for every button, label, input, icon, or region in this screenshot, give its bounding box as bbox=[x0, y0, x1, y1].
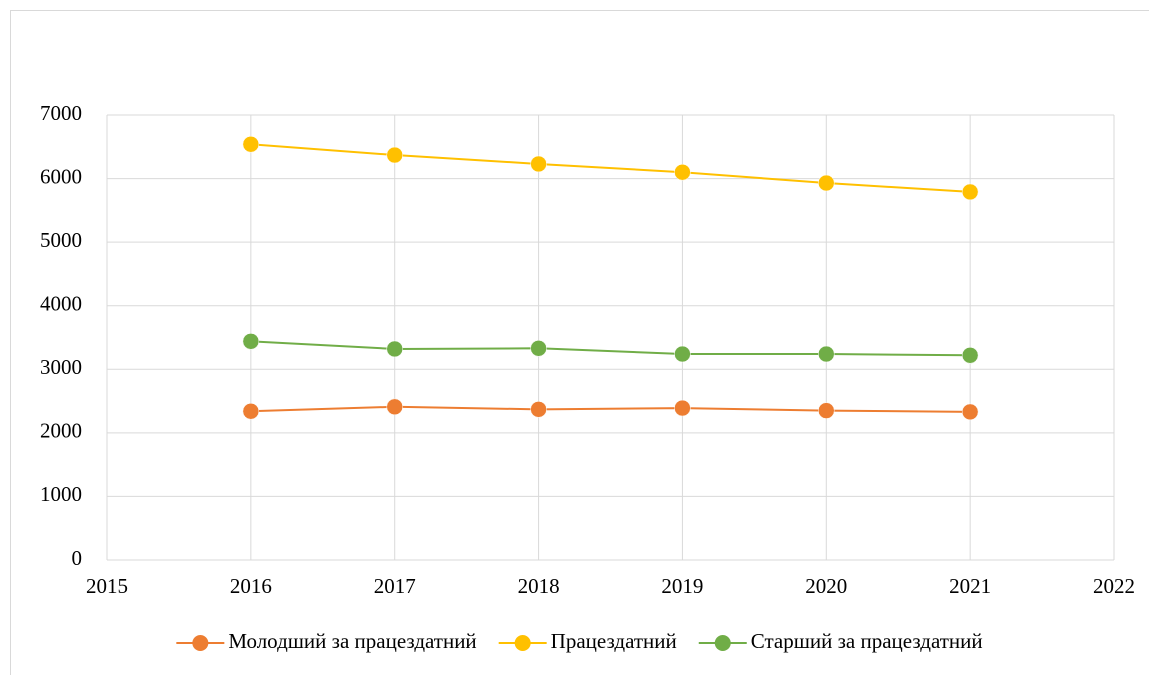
data-point bbox=[386, 398, 403, 416]
x-tick-label: 2016 bbox=[230, 574, 272, 598]
legend-marker bbox=[192, 635, 209, 651]
data-point bbox=[674, 345, 691, 363]
series-line bbox=[250, 340, 971, 357]
data-point bbox=[818, 402, 835, 419]
x-tick-label: 2020 bbox=[805, 574, 847, 598]
data-point bbox=[530, 401, 547, 418]
legend-marker bbox=[714, 635, 731, 651]
data-point bbox=[818, 345, 835, 363]
legend-label: Молодший за працездатний bbox=[228, 629, 476, 653]
x-tick-label: 2017 bbox=[374, 574, 416, 598]
y-tick-label: 3000 bbox=[40, 355, 82, 379]
data-point bbox=[530, 340, 547, 357]
data-point bbox=[818, 174, 835, 192]
x-tick-label: 2021 bbox=[949, 574, 991, 598]
legend-label: Старший за працездатний bbox=[751, 629, 983, 653]
x-tick-label: 2018 bbox=[518, 574, 560, 598]
chart-frame bbox=[10, 10, 1149, 675]
legend-label: Працездатний bbox=[551, 629, 677, 653]
series-line bbox=[250, 405, 971, 413]
y-tick-label: 5000 bbox=[40, 228, 82, 252]
y-tick-label: 4000 bbox=[40, 292, 82, 316]
data-point bbox=[961, 403, 979, 421]
data-point bbox=[674, 399, 691, 417]
y-tick-label: 1000 bbox=[40, 482, 82, 506]
data-point bbox=[242, 402, 260, 420]
y-tick-label: 6000 bbox=[40, 164, 82, 188]
data-point bbox=[961, 347, 979, 364]
data-point bbox=[530, 155, 547, 173]
data-point bbox=[242, 135, 260, 153]
data-point bbox=[242, 333, 260, 350]
y-tick-label: 0 bbox=[72, 546, 83, 570]
series-line bbox=[250, 143, 971, 193]
legend-marker bbox=[514, 635, 531, 651]
y-tick-label: 2000 bbox=[40, 419, 82, 443]
y-tick-label: 7000 bbox=[40, 101, 82, 125]
x-tick-label: 2015 bbox=[86, 574, 128, 598]
data-point bbox=[674, 163, 691, 181]
data-point bbox=[386, 340, 403, 358]
data-point bbox=[386, 146, 403, 164]
data-point bbox=[961, 183, 979, 201]
x-tick-label: 2022 bbox=[1093, 574, 1135, 598]
x-tick-label: 2019 bbox=[661, 574, 703, 598]
